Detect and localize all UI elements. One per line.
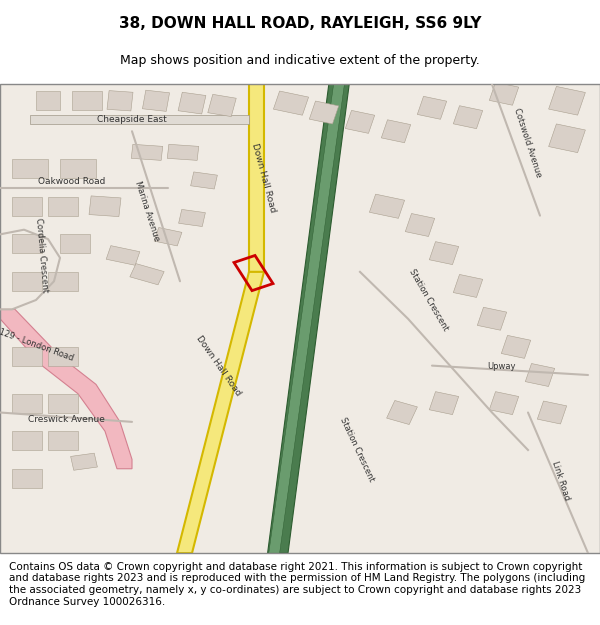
- Text: Upway: Upway: [487, 362, 515, 371]
- Text: Station Crescent: Station Crescent: [338, 416, 376, 484]
- Bar: [502, 336, 530, 358]
- Bar: [490, 82, 518, 105]
- Polygon shape: [30, 115, 249, 124]
- Bar: [418, 96, 446, 119]
- Bar: [454, 274, 482, 298]
- Bar: [12, 431, 42, 450]
- Bar: [370, 194, 404, 218]
- Polygon shape: [268, 84, 349, 553]
- Bar: [36, 91, 60, 110]
- Bar: [178, 92, 206, 114]
- Bar: [430, 392, 458, 414]
- Bar: [71, 453, 97, 470]
- Bar: [48, 347, 78, 366]
- Bar: [89, 196, 121, 217]
- Bar: [179, 209, 205, 226]
- Text: Marina Avenue: Marina Avenue: [133, 179, 161, 243]
- Bar: [154, 228, 182, 246]
- Bar: [191, 172, 217, 189]
- Bar: [406, 214, 434, 236]
- Text: Oakwood Road: Oakwood Road: [38, 177, 106, 186]
- Polygon shape: [177, 272, 264, 553]
- Bar: [548, 86, 586, 115]
- Bar: [60, 234, 90, 253]
- Bar: [167, 144, 199, 161]
- Bar: [12, 272, 42, 291]
- Polygon shape: [249, 84, 264, 272]
- Bar: [48, 431, 78, 450]
- Bar: [386, 401, 418, 424]
- Bar: [478, 308, 506, 330]
- Bar: [12, 159, 48, 178]
- Text: Cotswold Avenue: Cotswold Avenue: [512, 107, 544, 179]
- Text: Cheapside East: Cheapside East: [97, 114, 167, 124]
- Bar: [538, 401, 566, 424]
- Bar: [48, 394, 78, 412]
- Bar: [208, 94, 236, 117]
- Bar: [12, 347, 42, 366]
- Text: Creswick Avenue: Creswick Avenue: [28, 415, 104, 424]
- Bar: [310, 101, 338, 124]
- Bar: [131, 144, 163, 161]
- Bar: [130, 264, 164, 285]
- Text: Down Hall Road: Down Hall Road: [195, 334, 243, 398]
- Polygon shape: [269, 84, 344, 553]
- Bar: [72, 91, 102, 110]
- Text: Map shows position and indicative extent of the property.: Map shows position and indicative extent…: [120, 54, 480, 68]
- Text: Contains OS data © Crown copyright and database right 2021. This information is : Contains OS data © Crown copyright and d…: [9, 562, 585, 606]
- Polygon shape: [0, 309, 132, 469]
- Bar: [454, 106, 482, 129]
- Bar: [60, 159, 96, 178]
- Text: Cordelia Crescent: Cordelia Crescent: [34, 217, 50, 293]
- Text: Down Hall Road: Down Hall Road: [250, 142, 278, 214]
- Text: 38, DOWN HALL ROAD, RAYLEIGH, SS6 9LY: 38, DOWN HALL ROAD, RAYLEIGH, SS6 9LY: [119, 16, 481, 31]
- Bar: [346, 111, 374, 133]
- Bar: [274, 91, 308, 115]
- Text: Station Crescent: Station Crescent: [407, 268, 451, 332]
- Bar: [106, 246, 140, 265]
- Bar: [48, 197, 78, 216]
- Bar: [12, 394, 42, 412]
- Text: Link Road: Link Road: [550, 459, 572, 501]
- Bar: [12, 469, 42, 488]
- Bar: [526, 364, 554, 386]
- Text: A129 - London Road: A129 - London Road: [0, 326, 74, 363]
- Bar: [107, 91, 133, 111]
- Bar: [382, 120, 410, 142]
- Bar: [48, 272, 78, 291]
- Bar: [490, 392, 518, 414]
- Bar: [142, 90, 170, 111]
- Bar: [548, 124, 586, 152]
- Bar: [430, 242, 458, 264]
- Bar: [12, 197, 42, 216]
- Bar: [12, 234, 42, 253]
